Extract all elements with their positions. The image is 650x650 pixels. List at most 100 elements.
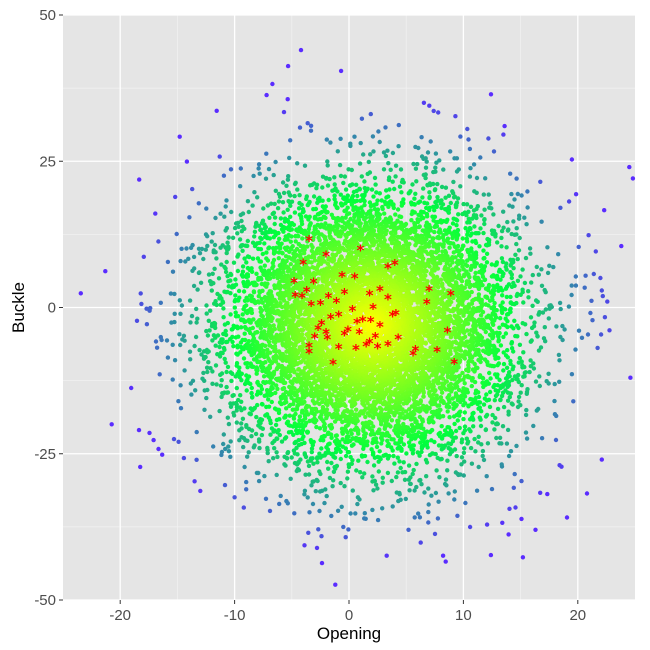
scatter-point — [480, 448, 486, 454]
scatter-point — [343, 453, 349, 459]
scatter-point — [328, 140, 333, 145]
scatter-point — [265, 445, 270, 451]
scatter-point — [521, 300, 526, 305]
scatter-point — [351, 189, 357, 195]
scatter-point — [459, 462, 464, 467]
scatter-point — [220, 300, 226, 305]
scatter-point — [226, 444, 231, 449]
scatter-point — [439, 424, 444, 429]
scatter-point — [356, 458, 361, 463]
scatter-point — [234, 420, 239, 425]
scatter-point — [487, 332, 493, 337]
scatter-point — [539, 436, 545, 441]
scatter-point — [338, 480, 343, 486]
scatter-point — [187, 298, 193, 303]
scatter-point — [239, 426, 244, 431]
scatter-point — [446, 193, 452, 198]
scatter-point — [486, 136, 491, 141]
scatter-point — [244, 260, 249, 265]
scatter-point — [476, 440, 481, 445]
scatter-point — [522, 215, 527, 220]
scatter-point — [602, 315, 608, 320]
scatter-point — [422, 490, 427, 495]
scatter-point — [451, 179, 456, 185]
scatter-point — [196, 201, 201, 206]
scatter-point — [401, 460, 406, 465]
scatter-point — [573, 347, 578, 352]
scatter-point — [260, 426, 265, 431]
scatter-point — [273, 390, 278, 396]
scatter-point — [498, 303, 503, 308]
scatter-point — [442, 481, 448, 487]
scatter-point — [502, 123, 507, 129]
scatter-point — [509, 231, 514, 237]
scatter-point — [487, 404, 493, 410]
scatter-point — [249, 390, 254, 396]
scatter-point — [583, 273, 588, 278]
scatter-point — [271, 172, 276, 178]
scatter-point — [225, 320, 230, 326]
scatter-point — [401, 180, 406, 185]
scatter-point — [439, 205, 444, 211]
scatter-point — [407, 481, 413, 486]
scatter-point — [234, 408, 239, 413]
scatter-point — [513, 333, 518, 339]
scatter-point — [224, 384, 229, 390]
scatter-point — [468, 204, 474, 209]
scatter-point — [153, 211, 158, 216]
scatter-point — [507, 370, 512, 375]
scatter-point — [280, 377, 285, 382]
scatter-point — [493, 372, 498, 377]
scatter-point — [253, 224, 258, 229]
scatter-point — [275, 206, 281, 211]
scatter-point — [352, 214, 357, 220]
scatter-point — [262, 241, 267, 246]
scatter-point — [312, 258, 318, 263]
scatter-point — [452, 489, 457, 494]
scatter-point — [411, 467, 416, 473]
scatter-point — [320, 198, 325, 203]
scatter-point — [427, 415, 432, 420]
scatter-point — [289, 199, 295, 204]
scatter-point — [380, 506, 385, 511]
scatter-point — [380, 475, 385, 480]
scatter-point — [241, 505, 246, 510]
scatter-point — [429, 409, 435, 415]
scatter-point — [501, 350, 506, 355]
scatter-point — [398, 465, 403, 471]
scatter-point — [335, 408, 340, 413]
scatter-point — [518, 292, 523, 297]
scatter-point — [213, 215, 218, 221]
scatter-point — [285, 97, 290, 102]
scatter-point — [276, 230, 281, 236]
scatter-point — [409, 211, 414, 217]
scatter-point — [232, 305, 237, 310]
scatter-point — [238, 184, 243, 189]
scatter-point — [327, 475, 333, 481]
scatter-point — [217, 154, 222, 159]
scatter-point — [218, 211, 223, 216]
scatter-point — [399, 203, 404, 208]
scatter-point — [240, 264, 246, 269]
scatter-point — [514, 226, 519, 231]
scatter-point — [359, 174, 364, 179]
scatter-point — [432, 187, 438, 193]
scatter-point — [362, 198, 367, 204]
scatter-point — [129, 385, 134, 391]
scatter-point — [557, 463, 562, 468]
scatter-point — [442, 266, 447, 272]
scatter-point — [456, 212, 461, 217]
scatter-point — [374, 444, 380, 450]
scatter-point — [432, 224, 437, 230]
scatter-point — [455, 513, 460, 518]
scatter-point — [504, 312, 510, 317]
scatter-point — [499, 308, 504, 313]
scatter-point — [367, 419, 372, 425]
scatter-point — [224, 369, 229, 375]
scatter-point — [528, 339, 533, 344]
scatter-point — [377, 191, 382, 196]
scatter-point — [202, 407, 207, 412]
scatter-point — [430, 451, 435, 456]
scatter-point — [277, 236, 282, 241]
scatter-point — [362, 516, 367, 521]
